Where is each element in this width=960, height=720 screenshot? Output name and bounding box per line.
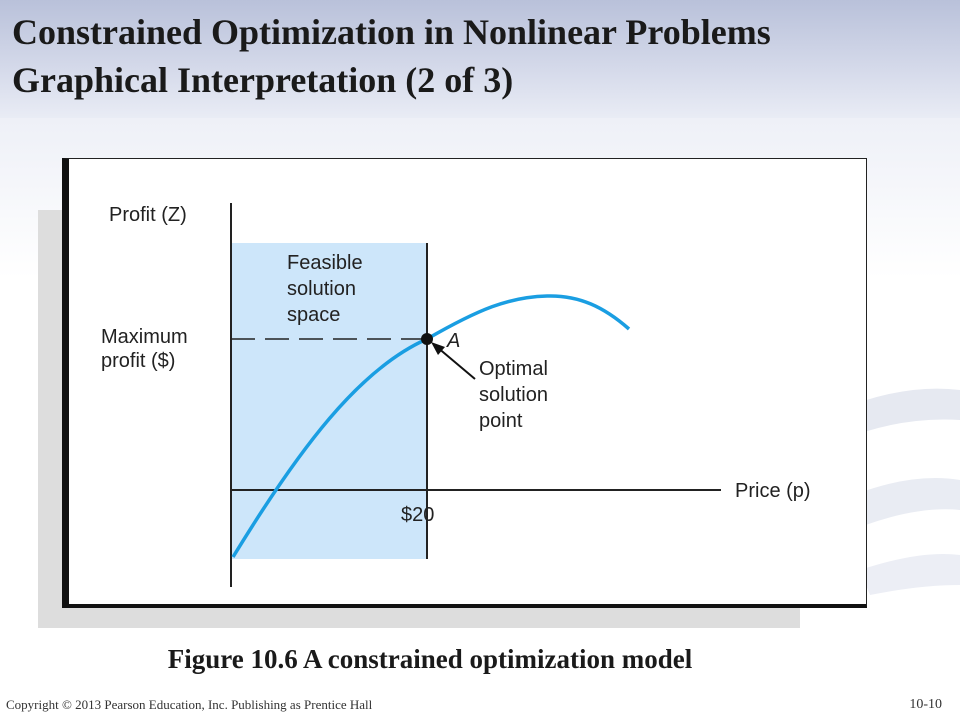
title-line-1: Constrained Optimization in Nonlinear Pr…	[12, 12, 771, 52]
figure-frame: Profit (Z) Feasible solution space Maxim…	[62, 158, 867, 608]
profit-curve	[231, 294, 631, 558]
figure-caption: Figure 10.6 A constrained optimization m…	[167, 644, 693, 674]
slide-title: Constrained Optimization in Nonlinear Pr…	[12, 8, 771, 104]
feasible-label-line-2: solution	[287, 278, 356, 300]
x-axis-label: Price (p)	[735, 480, 811, 502]
optimal-label-line-2: solution	[479, 384, 548, 406]
feasible-label-line-1: Feasible	[287, 252, 363, 274]
copyright-text: Copyright © 2013 Pearson Education, Inc.…	[6, 697, 373, 712]
optimal-label-line-3: point	[479, 410, 523, 432]
constrained-optimization-diagram: Profit (Z) Feasible solution space Maxim…	[101, 203, 811, 587]
optimal-point	[421, 333, 433, 345]
title-line-2: Graphical Interpretation (2 of 3)	[12, 60, 514, 100]
slide-number: 10-10	[909, 697, 942, 712]
max-profit-label-line-1: Maximum	[101, 326, 188, 348]
optimal-arrow-head	[431, 342, 445, 355]
optimal-label-line-1: Optimal	[479, 358, 548, 380]
y-axis-label: Profit (Z)	[109, 204, 187, 226]
header-band	[0, 0, 960, 118]
point-label: A	[446, 330, 460, 352]
optimal-arrow	[436, 346, 476, 380]
feasible-label-line-3: space	[287, 304, 340, 326]
constraint-label: $20	[401, 504, 434, 526]
max-profit-label-line-2: profit ($)	[101, 350, 175, 372]
